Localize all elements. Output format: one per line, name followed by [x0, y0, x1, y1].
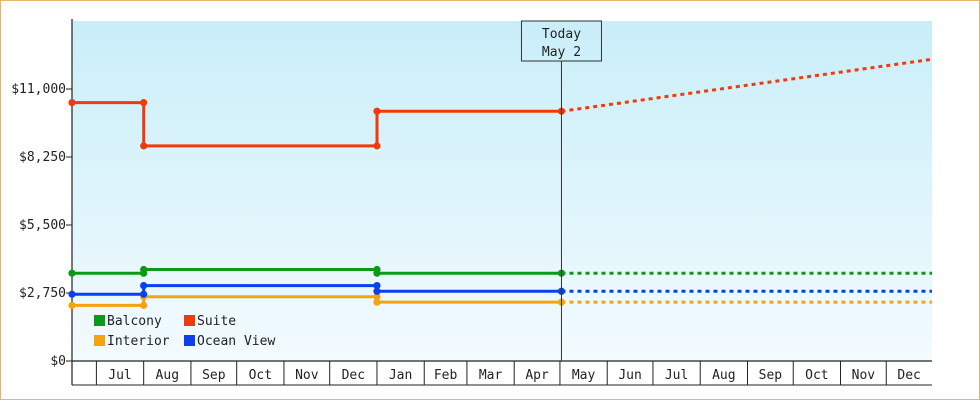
today-marker: Today May 2	[520, 20, 602, 361]
month-label: Feb	[434, 368, 458, 383]
data-point[interactable]	[373, 293, 381, 301]
month-label: Jun	[618, 368, 641, 383]
data-point[interactable]	[373, 287, 381, 295]
month-label: Apr	[525, 368, 549, 383]
data-point[interactable]	[373, 107, 381, 115]
series-interior	[68, 293, 932, 309]
plot-area	[72, 21, 932, 361]
forecast-line	[561, 57, 933, 113]
series-balcony	[68, 265, 932, 277]
data-point[interactable]	[140, 301, 148, 309]
month-label: Aug	[156, 368, 179, 383]
legend-item-suite: Suite	[184, 314, 236, 329]
data-point[interactable]	[373, 142, 381, 150]
month-label: Dec	[897, 368, 920, 383]
month-label: Aug	[712, 368, 735, 383]
legend-label: Ocean View	[197, 334, 275, 349]
month-label: Mar	[479, 368, 503, 383]
legend-swatch	[94, 335, 105, 346]
data-point[interactable]	[68, 290, 76, 298]
series-suite	[68, 57, 933, 150]
month-label: Nov	[295, 368, 319, 383]
legend: Balcony Suite Interior Ocean View	[94, 314, 275, 349]
month-label: May	[572, 368, 596, 383]
month-label: Jul	[108, 368, 131, 383]
data-point[interactable]	[140, 99, 148, 107]
data-point[interactable]	[68, 269, 76, 277]
y-tick-label: $2,750	[19, 286, 66, 301]
data-point[interactable]	[140, 290, 148, 298]
legend-label: Balcony	[107, 314, 162, 329]
y-axis: $0 $2,750 $5,500 $8,250 $11,000	[11, 19, 73, 385]
y-tick-label: $11,000	[11, 82, 66, 97]
series-line	[72, 101, 562, 148]
data-point[interactable]	[140, 281, 148, 290]
legend-swatch	[184, 335, 195, 346]
y-tick-label: $8,250	[19, 150, 66, 165]
month-label: Dec	[342, 368, 365, 383]
series-group	[68, 57, 933, 309]
series-line	[72, 268, 562, 275]
month-label: Sep	[759, 368, 783, 383]
legend-label: Interior	[107, 334, 170, 349]
x-axis: Jul Aug Sep Oct Nov Dec Jan Feb Mar Apr May Jun Jul A…	[72, 360, 932, 386]
month-label: Oct	[249, 368, 272, 383]
legend-swatch	[94, 315, 105, 326]
today-date: May 2	[542, 45, 581, 60]
month-label: Jan	[389, 368, 412, 383]
legend-swatch	[184, 315, 195, 326]
series-line	[72, 284, 562, 296]
data-point[interactable]	[373, 298, 381, 306]
month-label: Nov	[852, 368, 876, 383]
data-point[interactable]	[140, 265, 148, 274]
data-point[interactable]	[68, 99, 76, 107]
legend-label: Suite	[197, 314, 236, 329]
y-tick-label: $5,500	[19, 218, 66, 233]
data-point[interactable]	[68, 301, 76, 309]
month-label: Oct	[805, 368, 828, 383]
y-tick-label: $0	[50, 354, 66, 369]
series-ocean-view	[68, 281, 932, 298]
data-point[interactable]	[373, 269, 381, 277]
data-point[interactable]	[373, 281, 381, 290]
today-label: Today	[542, 27, 581, 42]
series-line	[72, 295, 562, 307]
data-point[interactable]	[140, 142, 148, 150]
month-label: Sep	[202, 368, 226, 383]
today-box	[520, 20, 602, 62]
month-label: Jul	[665, 368, 688, 383]
legend-item-ocean-view: Ocean View	[184, 334, 275, 349]
legend-item-interior: Interior	[94, 334, 170, 349]
legend-item-balcony: Balcony	[94, 314, 162, 329]
